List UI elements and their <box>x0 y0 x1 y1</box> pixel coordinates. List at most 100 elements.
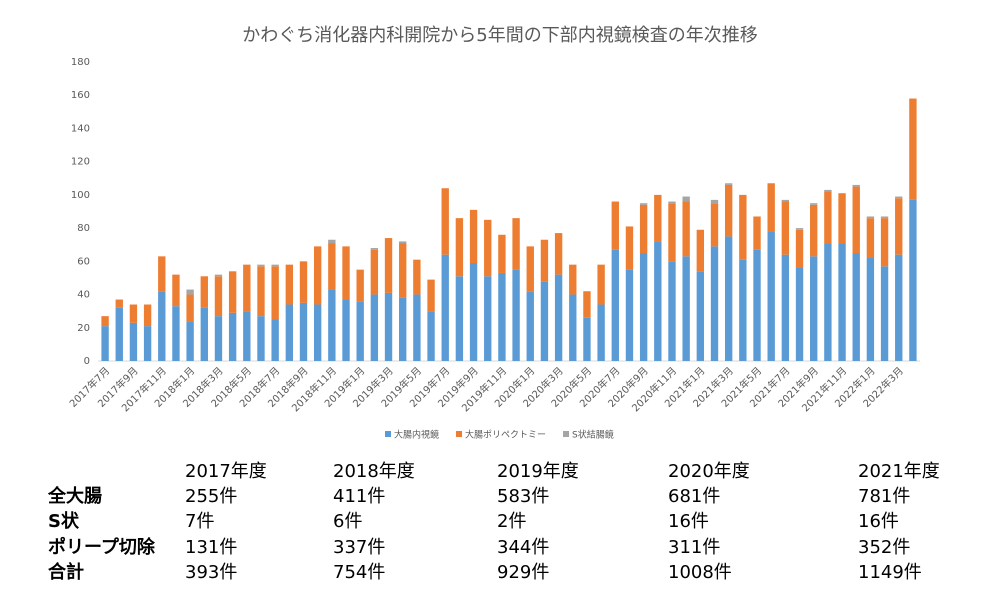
bar-segment <box>427 311 435 361</box>
bar-segment <box>540 239 549 282</box>
bar-segment <box>639 203 648 205</box>
bar-segment <box>866 258 875 361</box>
bar-segment <box>498 272 506 361</box>
table-cell: 1149件 <box>858 562 922 583</box>
table-cell: 781件 <box>858 486 910 507</box>
bar-segment <box>597 264 605 305</box>
bar-segment <box>611 249 619 361</box>
bar-segment <box>186 321 194 361</box>
bar-segment <box>824 191 832 244</box>
table-cell: 393件 <box>185 562 237 583</box>
bar-segment <box>115 299 123 308</box>
chart-title: かわぐち消化器内科開院から5年間の下部内視鏡検査の年次推移 <box>242 25 757 46</box>
bar-segment <box>186 289 194 295</box>
table-cell: 1008件 <box>668 562 732 583</box>
bar-segment <box>767 183 775 232</box>
bar-segment <box>200 276 208 308</box>
bar-segment <box>441 254 449 361</box>
bar-segment <box>554 274 563 361</box>
bar-segment <box>512 218 520 270</box>
bar-segment <box>710 203 719 247</box>
legend-label: 大腸ポリペクトミー <box>465 429 546 441</box>
bar-segment <box>668 201 676 204</box>
bar-segment <box>767 231 775 361</box>
bar-segment <box>328 289 336 361</box>
bar-segment <box>795 267 804 361</box>
bar-segment <box>880 218 889 267</box>
table-cell: 929件 <box>497 562 549 583</box>
table-header: 2018年度 <box>333 461 415 482</box>
bar-segment <box>328 239 336 244</box>
bar-segment <box>569 294 577 361</box>
bar-segment <box>285 264 294 305</box>
bar-segment <box>852 253 860 361</box>
legend-swatch <box>563 431 570 437</box>
bar-segment <box>342 299 350 361</box>
bar-segment <box>909 98 917 200</box>
table-cell: 7件 <box>185 511 214 532</box>
y-tick-label: 80 <box>77 223 90 234</box>
bar-segment <box>101 316 109 327</box>
bar-segment <box>200 307 208 361</box>
bar-segment <box>909 199 917 361</box>
bar-segment <box>143 304 152 327</box>
bar-segment <box>214 316 223 361</box>
y-tick-label: 140 <box>71 123 90 134</box>
y-tick-label: 40 <box>77 290 90 301</box>
bar-segment <box>852 184 860 187</box>
bar-segment <box>370 249 379 295</box>
bar-segment <box>781 201 790 255</box>
bar-segment <box>753 249 761 361</box>
bar-segment <box>724 236 733 361</box>
bar-segment <box>739 259 747 361</box>
legend-swatch <box>456 431 463 437</box>
row-header: S状 <box>48 510 80 532</box>
table-header: 2021年度 <box>858 461 940 482</box>
bar-segment <box>399 243 407 298</box>
bar-segment <box>271 266 279 320</box>
bar-segment <box>257 264 265 267</box>
bar-segment <box>625 269 634 361</box>
bar-segment <box>838 243 846 361</box>
table-cell: 754件 <box>333 562 385 583</box>
bar-segment <box>271 264 279 267</box>
bar-segment <box>384 292 393 361</box>
bar-segment <box>810 256 818 361</box>
bar-segment <box>526 291 534 361</box>
bar-segment <box>399 241 407 244</box>
bar-segment <box>654 194 662 242</box>
table-cell: 411件 <box>333 486 385 507</box>
legend-label: 大腸内視鏡 <box>394 429 439 441</box>
table-header: 2020年度 <box>668 461 750 482</box>
bar-segment <box>753 216 761 250</box>
bar-segment <box>639 204 648 254</box>
bar-segment <box>710 246 719 361</box>
bar-segment <box>554 233 563 275</box>
bar-segment <box>214 274 223 277</box>
bar-segment <box>710 199 719 204</box>
bar-segment <box>257 316 265 361</box>
bar-segment <box>668 261 676 361</box>
bar-segment <box>895 198 903 255</box>
table-cell: 16件 <box>858 511 899 532</box>
y-tick-label: 0 <box>84 356 90 367</box>
bar-segment <box>838 193 846 244</box>
row-header: 合計 <box>48 561 84 583</box>
bar-segment <box>781 254 790 361</box>
bar-segment <box>243 311 251 361</box>
bar-segment <box>313 304 322 361</box>
table-cell: 352件 <box>858 537 910 558</box>
bar-segment <box>583 317 591 361</box>
bar-segment <box>810 203 818 205</box>
bar-segment <box>158 291 166 361</box>
bar-segment <box>214 276 223 317</box>
bar-segment <box>413 294 421 361</box>
bar-segment <box>569 264 577 295</box>
bar-segment <box>682 256 690 361</box>
bar-segment <box>455 276 464 361</box>
bar-segment <box>696 271 705 361</box>
bar-segment <box>228 312 237 361</box>
y-tick-label: 160 <box>71 90 90 101</box>
table-cell: 2件 <box>497 511 526 532</box>
